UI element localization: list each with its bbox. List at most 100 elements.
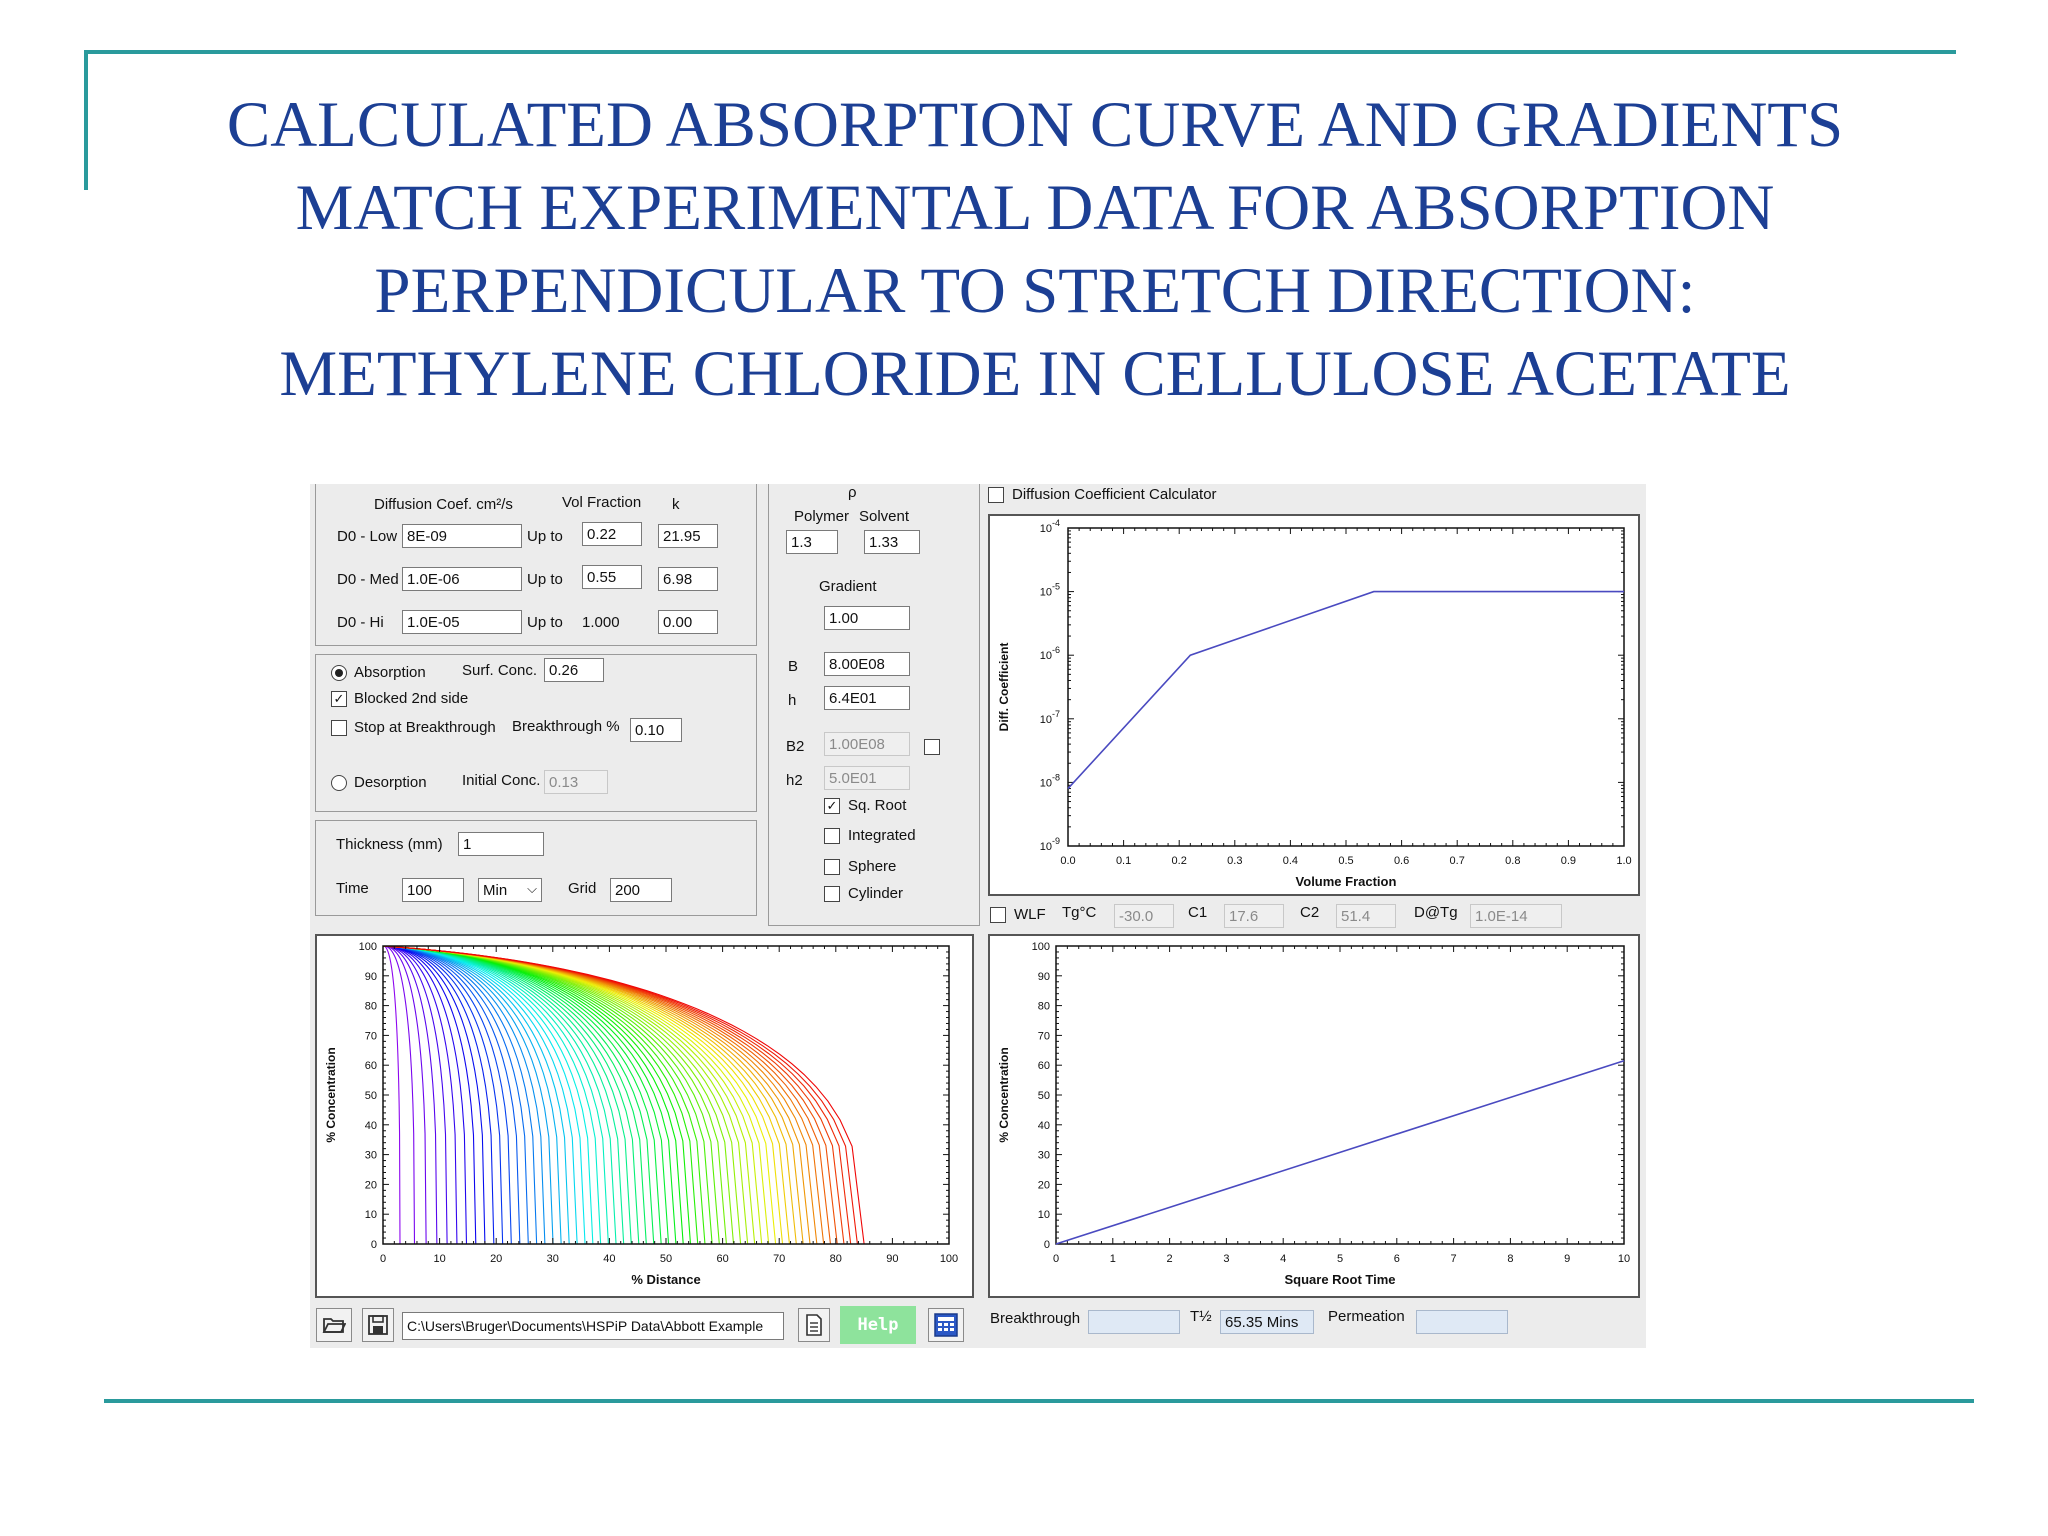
d0-low-k-field[interactable]: 21.95: [658, 524, 718, 548]
grid-field[interactable]: 200: [610, 878, 672, 902]
y-tick-label: 80: [365, 1001, 377, 1013]
bottom-rule: [104, 1399, 1974, 1403]
d0-low-label: D0 - Low: [337, 528, 398, 545]
breakthrough-pct-field[interactable]: 0.10: [630, 718, 682, 742]
initial-conc-label: Initial Conc.: [462, 772, 541, 789]
breakthrough-label: Breakthrough: [990, 1310, 1081, 1327]
help-button[interactable]: Help: [840, 1306, 916, 1344]
time-label: Time: [336, 880, 369, 897]
save-file-button[interactable]: [362, 1308, 394, 1342]
x-tick-label: 2: [1167, 1253, 1173, 1265]
time-unit-select[interactable]: Min ⌵: [478, 878, 542, 902]
x-tick-label: 0.6: [1394, 855, 1409, 867]
desorption-radio[interactable]: [331, 775, 347, 791]
y-tick-label: 0: [371, 1239, 377, 1251]
y-tick-label: 10-9: [1040, 836, 1060, 853]
cylinder-checkbox[interactable]: [824, 886, 840, 902]
open-file-button[interactable]: [316, 1308, 352, 1342]
d0-low-vol-field[interactable]: 0.22: [582, 522, 642, 546]
b-field[interactable]: 8.00E08: [824, 652, 910, 676]
uptake-line: [1055, 1059, 1625, 1245]
integrated-checkbox[interactable]: [824, 828, 840, 844]
calculator-button[interactable]: [928, 1308, 964, 1342]
diffusion-app-window: Diffusion Coef. cm²/s Vol Fraction k D0 …: [310, 484, 1646, 1348]
k-header: k: [672, 496, 680, 513]
x-tick-label: 70: [773, 1253, 785, 1265]
stop-at-breakthrough-checkbox[interactable]: [331, 720, 347, 736]
x-tick-label: 100: [940, 1253, 958, 1265]
h2-label: h2: [786, 772, 803, 789]
chevron-down-icon: ⌵: [527, 881, 537, 896]
diffusion-coef-header: Diffusion Coef. cm²/s: [374, 496, 513, 513]
blocked-2nd-side-checkbox[interactable]: ✓: [331, 691, 347, 707]
d0-med-k-field[interactable]: 6.98: [658, 567, 718, 591]
surf-conc-field[interactable]: 0.26: [544, 658, 604, 682]
density-group: [768, 484, 980, 926]
x-tick-label: 10: [433, 1253, 445, 1265]
polymer-density-field[interactable]: 1.3: [786, 530, 838, 554]
plot-frame: [1055, 945, 1625, 1245]
slide-title: CALCULATED ABSORPTION CURVE AND GRADIENT…: [120, 84, 1950, 416]
concentration-profile-chart-panel: 0 10 20 30 40 50 60 70 80 90 100 0 10 20 30 40 50 60 70 80 9…: [315, 934, 974, 1298]
document-button[interactable]: [798, 1308, 830, 1342]
d0-med-coef-field[interactable]: 1.0E-06: [402, 567, 522, 591]
concentration-profile-line: [382, 945, 949, 1245]
solvent-density-field[interactable]: 1.33: [864, 530, 920, 554]
y-axis-title: % Concentration: [997, 1047, 1011, 1142]
absorption-radio[interactable]: [331, 665, 347, 681]
wlf-label: WLF: [1014, 906, 1046, 923]
x-tick-label: 20: [490, 1253, 502, 1265]
diffusion-calculator-label: Diffusion Coefficient Calculator: [1012, 486, 1217, 503]
surf-conc-label: Surf. Conc.: [462, 662, 538, 679]
x-tick-label: 9: [1564, 1253, 1570, 1265]
b2-enable-checkbox[interactable]: [924, 739, 940, 755]
d0-hi-coef-field[interactable]: 1.0E-05: [402, 610, 522, 634]
x-tick-label: 6: [1394, 1253, 1400, 1265]
y-tick-label: 10: [365, 1209, 377, 1221]
polymer-label: Polymer: [794, 508, 850, 525]
thickness-field[interactable]: 1: [458, 832, 544, 856]
x-tick-label: 1.0: [1616, 855, 1631, 867]
time-field[interactable]: 100: [402, 878, 464, 902]
x-tick-label: 0: [380, 1253, 386, 1265]
diff-coefficient-chart: 0.0 0.1 0.2 0.3 0.4 0.5 0.6 0.7 0.8 0.9 1.0 10-9 10-…: [997, 518, 1632, 889]
d0-hi-k-field[interactable]: 0.00: [658, 610, 718, 634]
h-field[interactable]: 6.4E01: [824, 686, 910, 710]
c2-label: C2: [1300, 904, 1320, 921]
d0-low-coef-field[interactable]: 8E-09: [402, 524, 522, 548]
x-tick-label: 4: [1280, 1253, 1286, 1265]
d-at-tg-label: D@Tg: [1414, 904, 1458, 921]
file-path-field[interactable]: C:\Users\Bruger\Documents\HSPiP Data\Abb…: [402, 1312, 784, 1340]
d0-med-label: D0 - Med: [337, 571, 399, 588]
gradient-field[interactable]: 1.00: [824, 606, 910, 630]
y-tick-label: 100: [359, 941, 377, 953]
blocked-2nd-side-label: Blocked 2nd side: [354, 690, 469, 707]
diffusion-calculator-checkbox[interactable]: [988, 487, 1004, 503]
x-tick-label: 40: [603, 1253, 615, 1265]
upto-label: Up to: [527, 614, 563, 631]
sphere-label: Sphere: [848, 858, 897, 875]
y-tick-label: 80: [1038, 1001, 1050, 1013]
x-axis-title: Volume Fraction: [1296, 874, 1397, 889]
x-tick-label: 8: [1507, 1253, 1513, 1265]
title-line: CALCULATED ABSORPTION CURVE AND GRADIENT…: [226, 89, 1844, 161]
title-line: METHYLENE CHLORIDE IN CELLULOSE ACETATE: [279, 338, 1791, 410]
wlf-checkbox[interactable]: [990, 907, 1006, 923]
breakthrough-field: [1088, 1310, 1180, 1334]
y-tick-label: 100: [1032, 941, 1050, 953]
y-tick-label: 90: [365, 971, 377, 983]
x-tick-label: 0.3: [1227, 855, 1242, 867]
sq-root-checkbox[interactable]: ✓: [824, 798, 840, 814]
c1-field: 17.6: [1224, 904, 1284, 928]
x-tick-label: 3: [1223, 1253, 1229, 1265]
concentration-profile-chart: 0 10 20 30 40 50 60 70 80 90 100 0 10 20 30 40 50 60 70 80 9…: [324, 941, 958, 1287]
d0-med-vol-field[interactable]: 0.55: [582, 565, 642, 589]
sphere-checkbox[interactable]: [824, 859, 840, 875]
diffusion-coefficient-group: [315, 484, 757, 646]
x-tick-label: 0.9: [1561, 855, 1576, 867]
uptake-chart-panel: 0 1 2 3 4 5 6 7 8 9 10 0 10 20 30 40 50 60 70 80 90 100 Square…: [988, 934, 1640, 1298]
h-label: h: [788, 692, 797, 709]
breakthrough-pct-label: Breakthrough %: [512, 718, 620, 735]
y-tick-label: 50: [1038, 1090, 1050, 1102]
concentration-profile-line: [382, 945, 949, 1245]
